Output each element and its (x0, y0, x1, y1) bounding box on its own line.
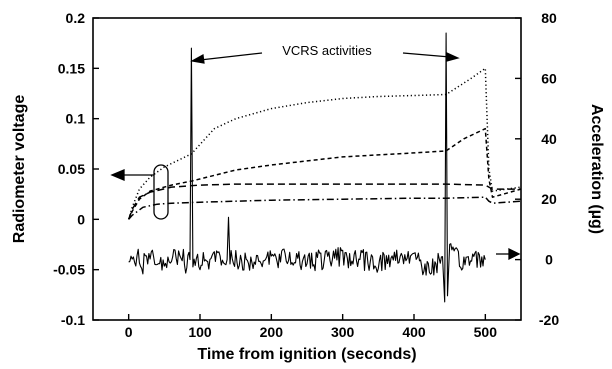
series-line-dashed (128, 127, 522, 220)
annotation-arrowhead-left (190, 54, 205, 64)
left-axis-arrowhead (110, 169, 125, 181)
y-left-tick-label: 0.1 (66, 111, 86, 127)
series-line-dotted (127, 67, 522, 220)
x-axis-title: Time from ignition (seconds) (197, 346, 416, 363)
axis-ticks: 0 100 200 300 400 500-0.1-0.0500.050.10.150.2… (53, 10, 559, 340)
y-left-tick-label: 0 (77, 211, 85, 227)
y-right-tick-label: -20 (539, 312, 559, 328)
series-line-dash-dot (128, 196, 522, 220)
data-series (127, 32, 522, 303)
series-group-oval (153, 164, 169, 220)
right-axis-marker (496, 247, 521, 261)
annotation-arrow-right (402, 52, 451, 58)
y-left-tick-label: -0.1 (61, 312, 85, 328)
annotation-arrowhead-right (446, 52, 460, 62)
x-tick-label: 500 (474, 324, 498, 340)
left-axis-marker (110, 164, 169, 220)
y-right-tick-label: 80 (541, 10, 557, 26)
annotation-label: VCRS activities (282, 43, 372, 58)
right-axis-arrowhead (508, 247, 521, 261)
y-right-tick-label: 40 (541, 131, 557, 147)
y-right-tick-label: 60 (541, 70, 557, 86)
y-axis-title-right: Acceleration (µg) (588, 104, 605, 234)
x-tick-label: 0 (125, 324, 133, 340)
x-tick-label: 200 (260, 324, 284, 340)
y-left-tick-label: -0.05 (53, 262, 85, 278)
y-left-tick-label: 0.2 (66, 10, 86, 26)
x-tick-label: 300 (331, 324, 355, 340)
x-tick-label: 100 (188, 324, 212, 340)
y-left-tick-label: 0.05 (58, 161, 85, 177)
annotation-arrows (190, 52, 460, 64)
y-axis-title-left: Radiometer voltage (11, 95, 28, 244)
y-left-tick-label: 0.15 (58, 60, 85, 76)
y-right-tick-label: 20 (541, 191, 557, 207)
x-tick-label: 400 (402, 324, 426, 340)
plot-frame (92, 17, 522, 321)
y-right-tick-label: 0 (545, 252, 553, 268)
series-line-solid (128, 32, 486, 303)
series-line-long-dashed (127, 183, 521, 220)
annotation-arrow-left (199, 52, 263, 61)
